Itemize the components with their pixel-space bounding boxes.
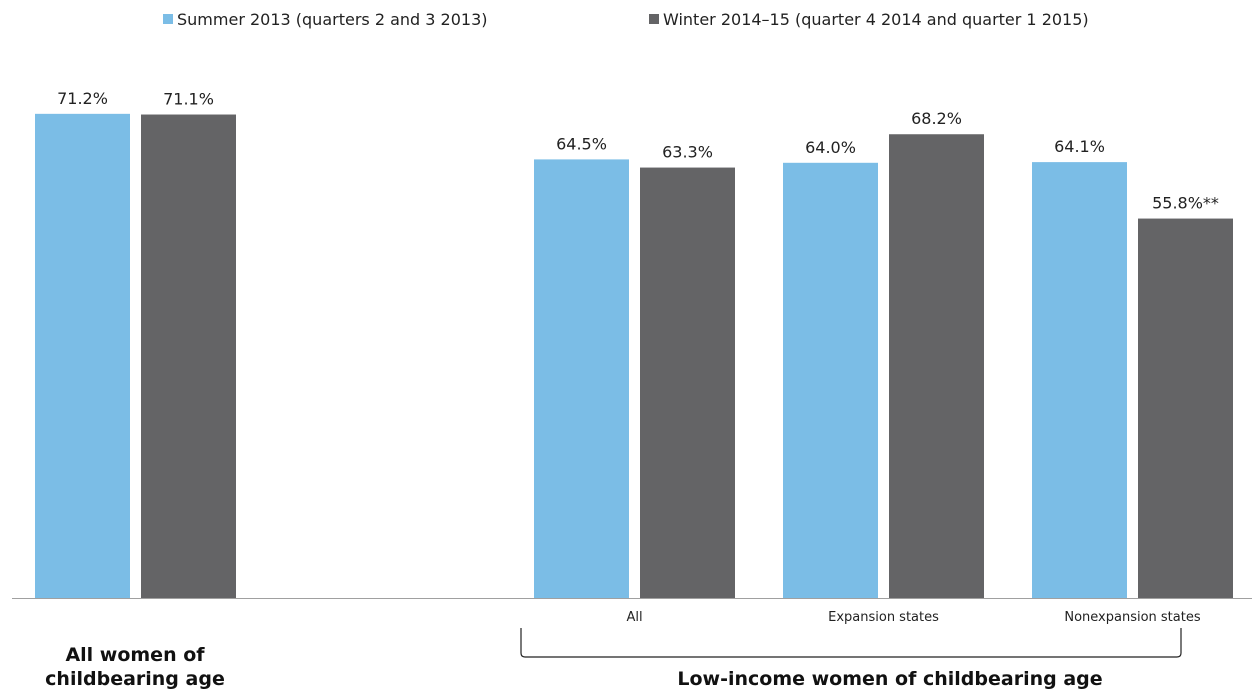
legend-swatch-summer: [163, 14, 173, 24]
group-label-all-women: All women of childbearing age: [45, 644, 225, 690]
data-label-winter-1: 63.3%: [662, 143, 713, 162]
bar-summer-3: [1032, 162, 1127, 598]
data-label-summer-3: 64.1%: [1054, 137, 1105, 156]
data-label-winter-0: 71.1%: [163, 90, 214, 109]
data-label-summer-0: 71.2%: [57, 89, 108, 108]
data-label-summer-1: 64.5%: [556, 134, 607, 153]
category-label-2: Expansion states: [828, 610, 939, 625]
category-label-3: Nonexpansion states: [1064, 610, 1200, 625]
category-label-1: All: [626, 610, 642, 625]
legend-label-summer: Summer 2013 (quarters 2 and 3 2013): [177, 10, 488, 29]
legend-swatch-winter: [649, 14, 659, 24]
legend-label-winter: Winter 2014–15 (quarter 4 2014 and quart…: [663, 10, 1089, 29]
bar-summer-2: [783, 162, 878, 599]
data-label-winter-2: 68.2%: [911, 109, 962, 128]
group-label-low-income-women: Low-income women of childbearing age: [677, 668, 1103, 690]
bar-winter-2: [889, 134, 984, 599]
legend-item-winter: Winter 2014–15 (quarter 4 2014 and quart…: [649, 10, 1089, 29]
bar-winter-0: [141, 114, 236, 599]
data-label-winter-3: 55.8%**: [1152, 194, 1219, 213]
bar-winter-3: [1138, 218, 1233, 598]
bar-summer-1: [534, 159, 629, 598]
group-bracket: [520, 628, 1182, 658]
data-label-summer-2: 64.0%: [805, 138, 856, 157]
bar-summer-0: [35, 113, 130, 598]
legend-item-summer: Summer 2013 (quarters 2 and 3 2013): [163, 10, 488, 29]
bar-winter-1: [640, 167, 735, 598]
